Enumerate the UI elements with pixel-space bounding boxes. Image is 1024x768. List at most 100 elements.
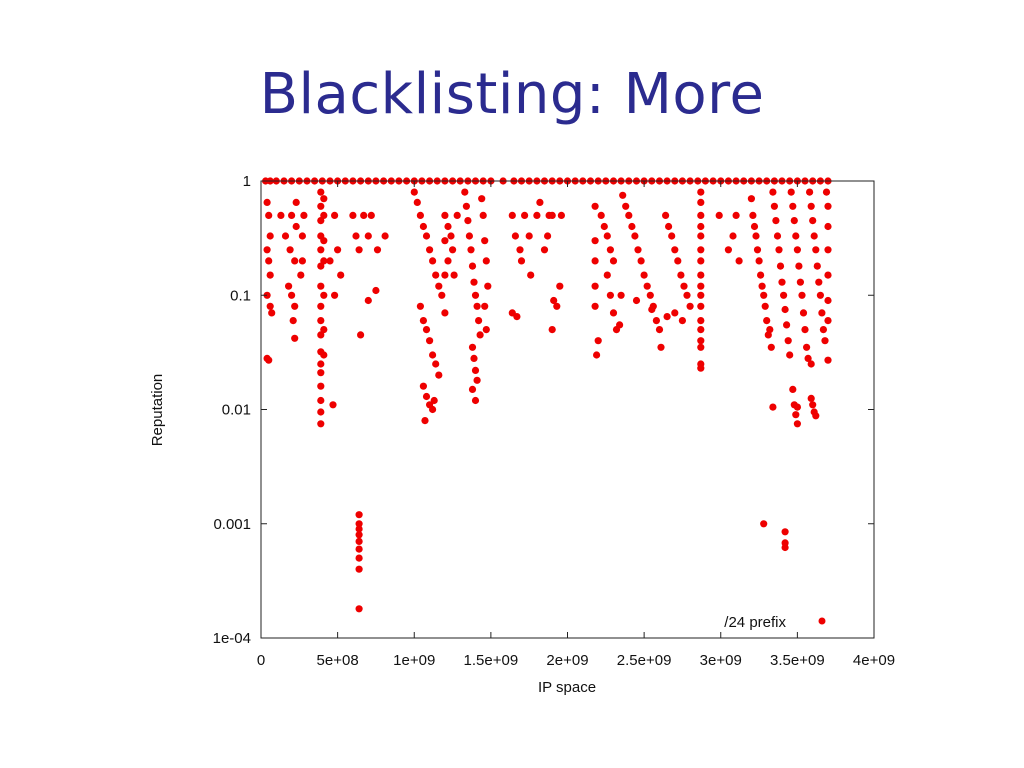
data-point (778, 278, 786, 286)
data-point (525, 232, 533, 240)
data-point (677, 271, 685, 279)
data-point (513, 313, 521, 321)
data-point (824, 271, 832, 279)
data-point (317, 369, 325, 377)
data-point (465, 232, 473, 240)
data-point (697, 291, 705, 299)
data-point (298, 232, 306, 240)
data-point (364, 232, 372, 240)
data-point (329, 401, 337, 409)
data-point (441, 271, 449, 279)
data-point (810, 232, 818, 240)
data-point (435, 371, 443, 379)
data-point (781, 543, 789, 552)
data-point (824, 317, 832, 325)
data-point (432, 271, 440, 279)
data-point (419, 222, 427, 231)
data-point (715, 211, 723, 219)
x-tick-label: 1e+09 (393, 652, 435, 669)
data-point (364, 296, 372, 305)
data-point (355, 520, 363, 528)
data-point (352, 232, 360, 240)
data-point (671, 309, 679, 317)
data-point (419, 382, 427, 390)
x-tick-label: 2.5e+09 (617, 652, 672, 669)
data-point (422, 326, 431, 334)
data-point (334, 246, 342, 254)
data-point (686, 302, 694, 310)
data-point (793, 403, 802, 411)
data-point (807, 202, 815, 210)
data-point (544, 232, 552, 240)
data-point (367, 211, 375, 219)
data-point (470, 278, 478, 286)
data-point (781, 528, 789, 536)
data-point (804, 354, 812, 362)
data-point (697, 188, 705, 196)
data-point (533, 211, 541, 219)
data-point (807, 360, 815, 368)
y-axis-label: Reputation (149, 374, 166, 447)
data-point (320, 195, 328, 203)
data-point (803, 343, 811, 351)
data-point (697, 326, 705, 334)
x-tick-label: 2e+09 (546, 652, 588, 669)
data-point (678, 317, 687, 325)
data-point (796, 278, 805, 286)
x-tick-label: 0 (257, 652, 265, 669)
data-point (266, 271, 274, 279)
data-point (591, 257, 599, 265)
data-point (789, 202, 797, 210)
data-point (597, 211, 605, 219)
data-point (648, 305, 656, 314)
data-point (471, 396, 480, 405)
data-point (801, 326, 809, 334)
data-point (265, 257, 273, 265)
data-point (680, 282, 688, 290)
data-point (317, 202, 325, 210)
data-point (300, 211, 308, 219)
data-point (769, 403, 777, 411)
data-point (381, 232, 389, 240)
data-point (781, 305, 789, 314)
data-point (557, 211, 566, 219)
data-point (697, 364, 705, 372)
data-point (482, 326, 490, 334)
data-point (609, 309, 618, 317)
data-point (320, 237, 328, 245)
x-tick-label: 5e+08 (317, 652, 359, 669)
data-point (609, 257, 618, 265)
data-point (697, 337, 705, 345)
data-point (355, 531, 363, 539)
data-point (410, 188, 418, 196)
x-tick-label: 3e+09 (700, 652, 742, 669)
data-point (683, 291, 691, 299)
data-point (812, 412, 820, 420)
data-point (769, 188, 777, 196)
data-point (789, 385, 797, 393)
data-point (761, 302, 769, 310)
data-point (657, 343, 665, 351)
data-point (373, 246, 382, 254)
data-point (757, 271, 765, 279)
data-point (447, 232, 455, 240)
data-point (798, 291, 806, 299)
data-point (265, 211, 273, 219)
data-point (479, 211, 487, 219)
data-point (286, 246, 294, 254)
data-point (481, 237, 489, 245)
data-point (331, 291, 339, 299)
data-point (591, 237, 599, 245)
data-point (729, 232, 737, 240)
data-point (819, 326, 828, 334)
data-point (413, 198, 421, 206)
data-point (760, 520, 768, 528)
y-tick-label: 1e-04 (213, 630, 251, 647)
data-point (786, 351, 794, 359)
data-point (482, 257, 490, 265)
data-point (473, 376, 481, 384)
legend: /24 prefix (724, 614, 826, 631)
data-point (357, 331, 365, 339)
data-point (285, 282, 293, 290)
